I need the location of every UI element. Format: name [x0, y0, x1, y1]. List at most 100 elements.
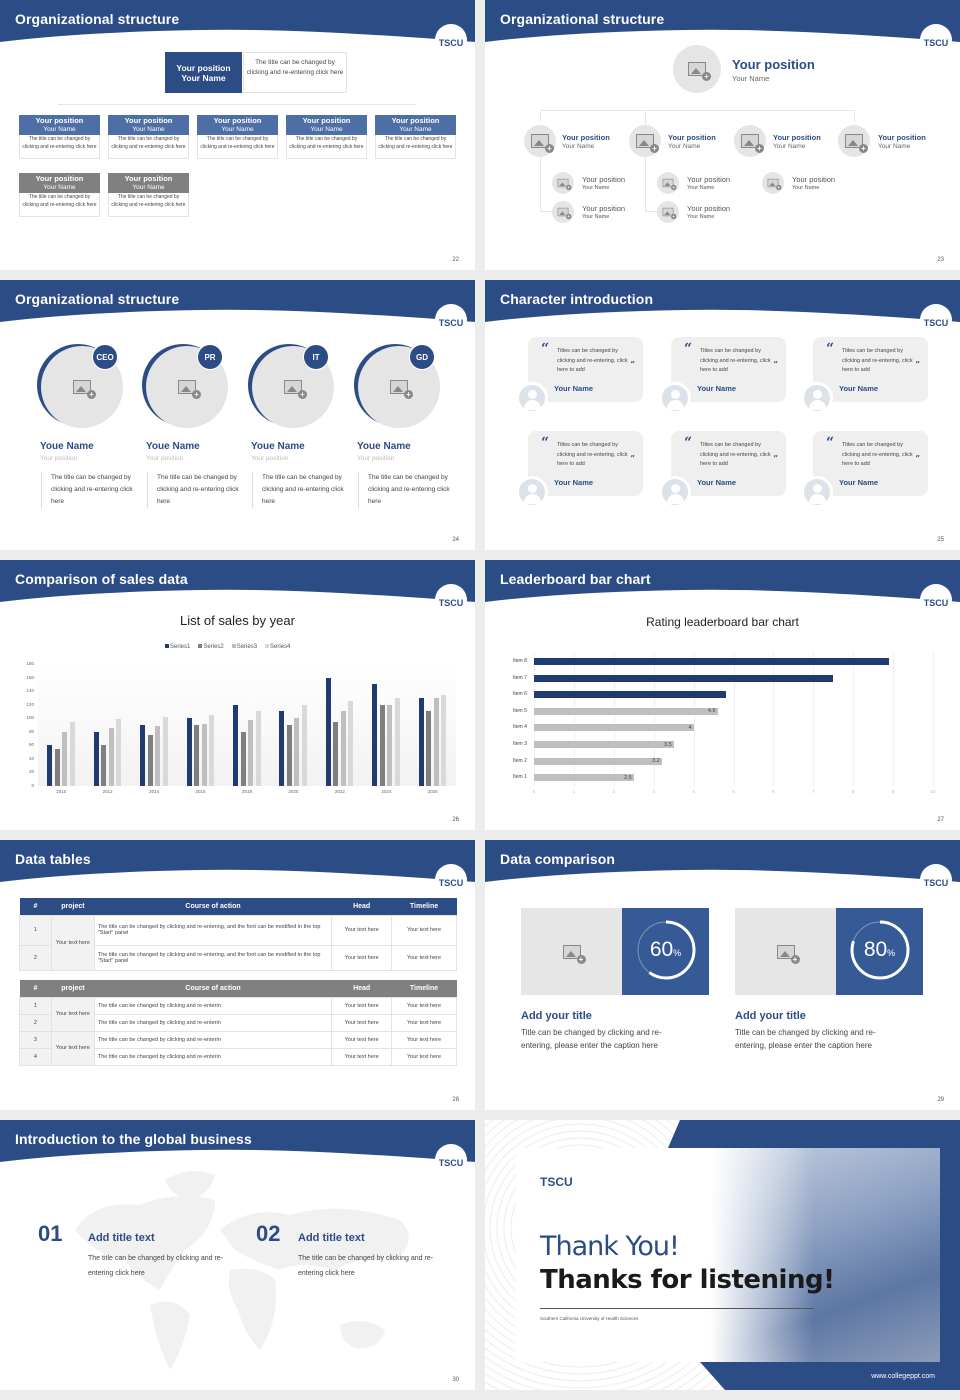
org-box[interactable]: Your position Your Name The title can be c… [197, 115, 278, 159]
close-quote-icon: ” [630, 453, 635, 463]
image-add-icon [636, 134, 659, 153]
photo-placeholder-small[interactable] [552, 172, 574, 194]
org-box[interactable]: Your position Your Name The title can be c… [108, 115, 189, 159]
testimonial-card[interactable]: “Titles can be changed by clicking and r… [813, 337, 928, 402]
grid-line [573, 652, 575, 787]
photo-placeholder-small[interactable] [657, 201, 679, 223]
table-row[interactable]: 1 Your text here The title can be change… [19, 996, 457, 1032]
logo: TSCU [435, 864, 467, 896]
progress-ring-panel: 80% [836, 908, 923, 995]
image-placeholder[interactable] [521, 908, 622, 995]
slide-title: Organizational structure [500, 11, 665, 27]
slide-31[interactable]: TSCU Thank You! Thanks for listening! So… [485, 1120, 960, 1390]
y-tick-label: 100 [26, 715, 34, 721]
photo-placeholder-small[interactable] [657, 172, 679, 194]
connector-line [540, 150, 560, 212]
x-tick-label: 0 [532, 789, 536, 794]
testimonial-card[interactable]: “Titles can be changed by clicking and r… [528, 431, 643, 496]
chart-bar [162, 716, 168, 786]
photo-placeholder-small[interactable] [552, 201, 574, 223]
grid-line [693, 652, 695, 787]
avatar-icon [801, 382, 833, 414]
x-tick-label: 3 [652, 789, 655, 794]
team-member-photo[interactable]: PR [142, 344, 230, 428]
member-description: The title can be changed by clicking and… [41, 472, 135, 508]
image-add-icon [284, 380, 307, 399]
photo-placeholder-small[interactable] [762, 172, 784, 194]
org-top-box[interactable]: Your position Your Name [165, 52, 242, 93]
navy-frame [668, 1120, 960, 1390]
page-number: 26 [452, 817, 459, 823]
item-description: Title can be changed by clicking and re-… [735, 1028, 876, 1050]
y-tick-label: Item 6 [513, 691, 527, 698]
slide-25[interactable]: Character introduction TSCU “Titles can … [485, 280, 960, 550]
chart-bar [54, 748, 60, 786]
close-quote-icon: ” [630, 359, 635, 369]
member-name: Youe Name [357, 441, 411, 452]
data-label: 3.5 [663, 741, 672, 748]
chart-bar [155, 726, 161, 786]
team-member-photo[interactable]: GD [354, 344, 442, 428]
org-box-gray[interactable]: Your position Your Name The title can be c… [19, 173, 100, 217]
table-row[interactable]: 4 The title can be changed by clicking a… [19, 1047, 457, 1066]
slide-30[interactable]: Introduction to the global business TSCU… [0, 1120, 475, 1390]
slide-22[interactable]: Organizational structure TSCU Your posit… [0, 0, 475, 270]
team-member-photo[interactable]: CEO [37, 344, 125, 428]
testimonial-card[interactable]: “Titles can be changed by clicking and r… [671, 337, 786, 402]
slide-26[interactable]: Comparison of sales data TSCU List of sa… [0, 560, 475, 830]
org-box[interactable]: Your position Your Name The title can be c… [286, 115, 367, 159]
table-row[interactable]: 1 Your text here The title can be change… [19, 914, 457, 971]
testimonial-card[interactable]: “Titles can be changed by clicking and r… [671, 431, 786, 496]
photo-placeholder[interactable] [673, 45, 721, 93]
role-badge: GD [409, 344, 435, 370]
page-number: 25 [937, 537, 944, 543]
chart-bar [534, 658, 890, 665]
org-box[interactable]: Your position Your Name The title can be c… [19, 115, 100, 159]
table-row[interactable]: 2 The title can be changed by clicking a… [19, 1013, 457, 1032]
top-position: Your position Your Name [732, 57, 815, 84]
role-badge: PR [197, 344, 223, 370]
grid-line [813, 652, 815, 787]
image-add-icon [662, 178, 677, 191]
slide-header: Organizational structure [485, 0, 960, 44]
table-row[interactable]: 3 Your text here The title can be change… [19, 1030, 457, 1066]
chart-bar [534, 707, 718, 715]
table-header-row: # project Course of action Head Timeline [19, 980, 457, 997]
testimonial-card[interactable]: “Titles can be changed by clicking and r… [813, 431, 928, 496]
position-label: Your position Your Name [878, 133, 926, 150]
role-badge: CEO [92, 344, 118, 370]
photo-placeholder[interactable] [524, 125, 556, 157]
photo-placeholder[interactable] [734, 125, 766, 157]
chart-bar [534, 741, 674, 748]
avatar-icon [659, 476, 691, 508]
grid-line [653, 652, 655, 787]
org-box-gray[interactable]: Your position Your Name The title can be c… [108, 173, 189, 217]
slide-title: Comparison of sales data [15, 571, 188, 587]
slide-27[interactable]: Leaderboard bar chart TSCU Rating leader… [485, 560, 960, 830]
chart-title: Rating leaderboard bar chart [646, 615, 799, 629]
logo: TSCU [435, 1144, 467, 1176]
avatar-icon [659, 382, 691, 414]
team-member-photo[interactable]: IT [248, 344, 336, 428]
slide-23[interactable]: Organizational structure TSCU Your posit… [485, 0, 960, 270]
org-box[interactable]: Your position Your Name The title can be c… [375, 115, 456, 159]
logo: TSCU [435, 24, 467, 56]
chart-title: List of sales by year [180, 613, 295, 628]
slide-title: Organizational structure [15, 11, 180, 27]
table-row[interactable]: 2 The title can be changed by clicking a… [19, 944, 457, 971]
slide-28[interactable]: Data tables TSCU # project Course of act… [0, 840, 475, 1110]
member-name: Youe Name [251, 441, 305, 452]
image-placeholder[interactable] [735, 908, 836, 995]
photo-placeholder[interactable] [629, 125, 661, 157]
chart-bar [194, 725, 200, 786]
testimonial-card[interactable]: “Titles can be changed by clicking and r… [528, 337, 643, 402]
slide-29[interactable]: Data comparison TSCU 60% Add your title … [485, 840, 960, 1110]
y-tick-label: Item 5 [513, 707, 527, 714]
x-tick-label: 2016 [195, 789, 206, 794]
grid-line [733, 652, 735, 787]
chart-bar [379, 704, 385, 786]
y-tick-label: 160 [26, 674, 34, 680]
photo-placeholder[interactable] [838, 125, 870, 157]
y-tick-label: 140 [26, 688, 34, 694]
slide-24[interactable]: Organizational structure TSCU CEO Youe N… [0, 280, 475, 550]
